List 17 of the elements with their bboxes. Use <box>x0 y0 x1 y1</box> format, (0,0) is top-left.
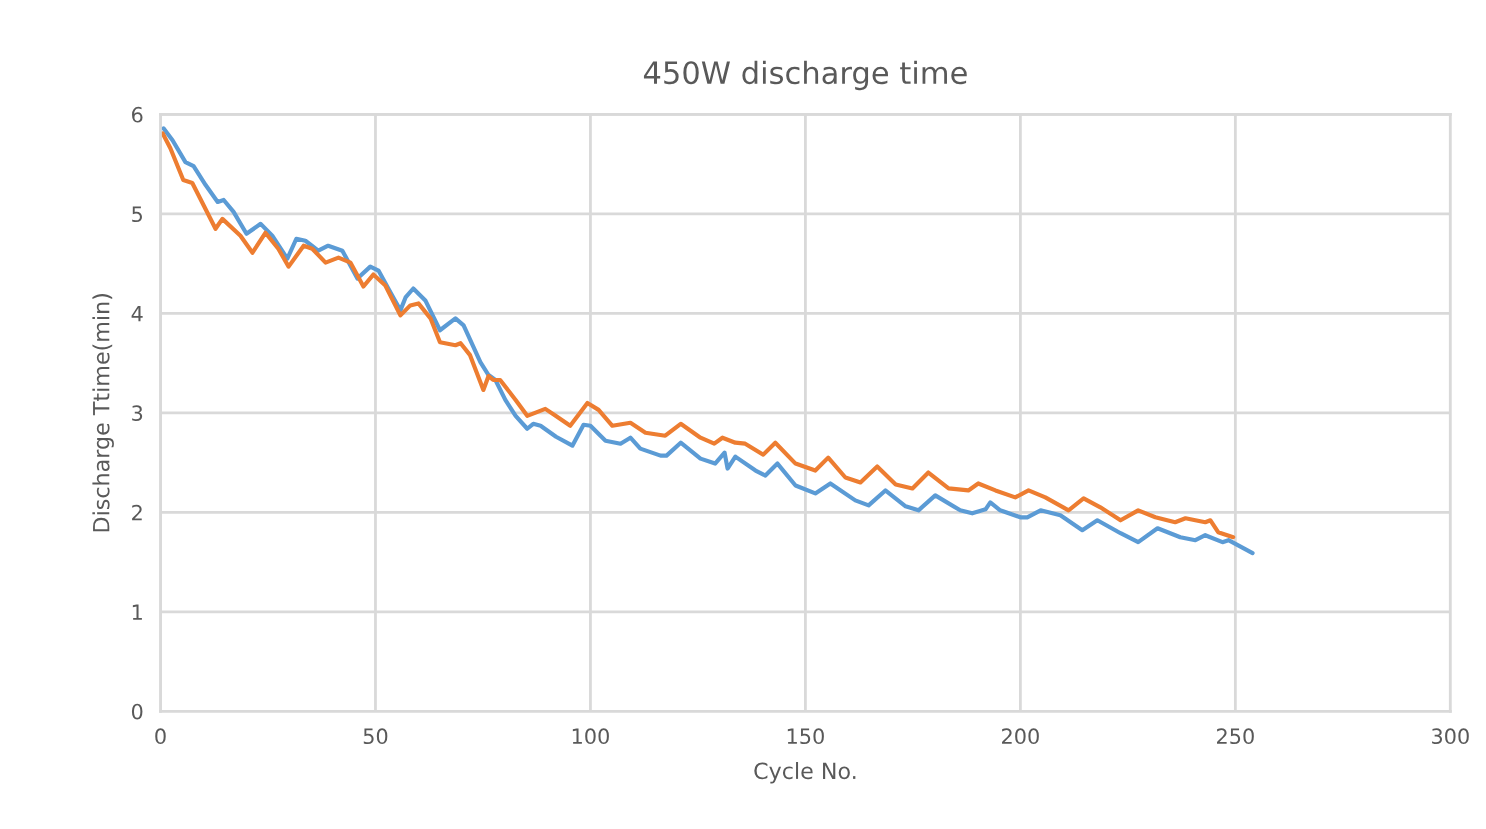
y-tick-label: 4 <box>131 306 143 322</box>
x-tick-label: 300 <box>1432 728 1469 745</box>
y-tick-label: 1 <box>132 604 142 620</box>
y-tick-label: 3 <box>132 405 143 422</box>
y-tick-label: 2 <box>132 504 142 521</box>
x-tick-label: 200 <box>1002 728 1039 745</box>
x-tick-label: 0 <box>155 728 166 745</box>
x-tick-label: 100 <box>572 728 609 745</box>
y-tick-label: 6 <box>132 106 143 123</box>
chart-title: 450W discharge time <box>643 60 967 91</box>
x-tick-label: 150 <box>787 728 824 745</box>
x-tick-label: 250 <box>1217 728 1254 745</box>
x-tick-label: 50 <box>363 728 388 745</box>
y-axis-title: Discharge Ttime(min) <box>92 294 114 532</box>
x-axis-title: Cycle No. <box>754 762 856 784</box>
y-tick-label: 5 <box>132 206 142 223</box>
y-tick-label: 0 <box>131 703 143 720</box>
